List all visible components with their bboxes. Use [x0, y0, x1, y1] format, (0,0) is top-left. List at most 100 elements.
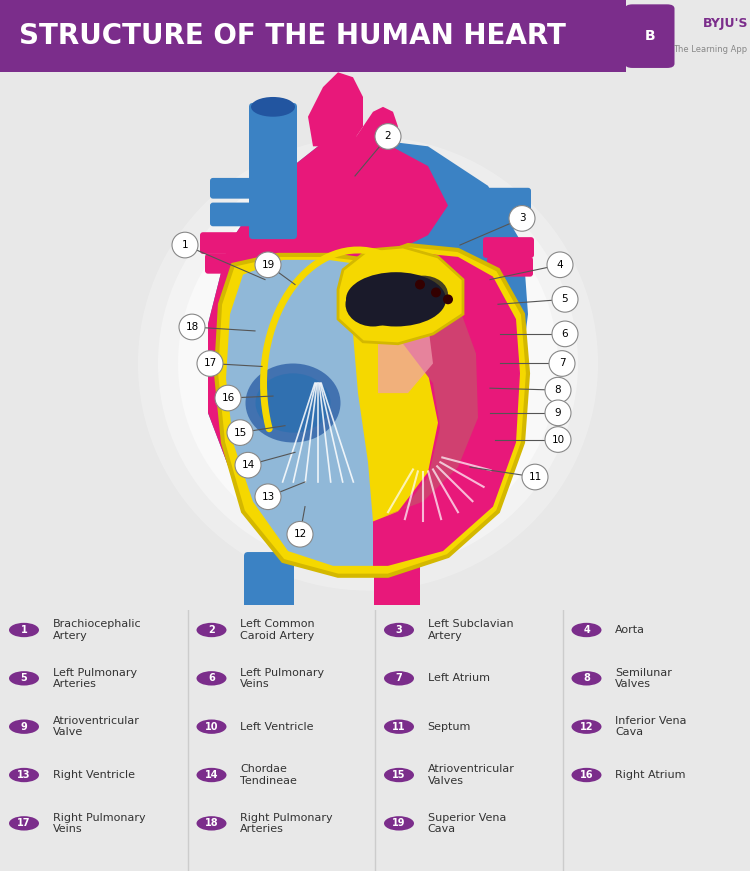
Text: Atrioventricular
Valve: Atrioventricular Valve: [53, 716, 140, 738]
Text: 6: 6: [209, 673, 215, 684]
Polygon shape: [308, 72, 363, 146]
Text: 19: 19: [392, 819, 406, 828]
Text: 6: 6: [562, 329, 568, 339]
Ellipse shape: [346, 273, 446, 327]
Circle shape: [287, 522, 313, 547]
Text: 9: 9: [555, 408, 561, 418]
Ellipse shape: [196, 719, 226, 734]
Text: 10: 10: [205, 722, 218, 732]
Text: 18: 18: [185, 322, 199, 332]
Ellipse shape: [384, 719, 414, 734]
FancyBboxPatch shape: [210, 203, 261, 226]
Circle shape: [549, 351, 575, 376]
Circle shape: [509, 206, 535, 231]
FancyBboxPatch shape: [205, 254, 246, 273]
Circle shape: [431, 287, 441, 297]
Text: 16: 16: [580, 770, 593, 780]
Polygon shape: [338, 247, 463, 344]
Ellipse shape: [572, 672, 602, 685]
Ellipse shape: [196, 672, 226, 685]
Polygon shape: [353, 107, 398, 146]
Text: 5: 5: [562, 294, 568, 304]
Polygon shape: [208, 137, 528, 576]
Ellipse shape: [256, 374, 331, 433]
Text: Left Pulmonary
Arteries: Left Pulmonary Arteries: [53, 667, 136, 689]
Text: BYJU'S: BYJU'S: [703, 17, 748, 30]
Text: 4: 4: [556, 260, 563, 270]
Text: Left Pulmonary
Veins: Left Pulmonary Veins: [240, 667, 324, 689]
Text: 14: 14: [242, 460, 254, 470]
FancyBboxPatch shape: [249, 103, 297, 240]
Ellipse shape: [9, 816, 39, 831]
Circle shape: [545, 377, 571, 403]
Circle shape: [552, 287, 578, 312]
Ellipse shape: [572, 719, 602, 734]
Ellipse shape: [158, 156, 578, 571]
Text: 12: 12: [293, 530, 307, 539]
Circle shape: [215, 385, 241, 411]
Ellipse shape: [178, 176, 558, 551]
FancyBboxPatch shape: [374, 557, 420, 625]
Circle shape: [522, 464, 548, 490]
Text: 3: 3: [396, 625, 402, 635]
Circle shape: [545, 427, 571, 452]
Circle shape: [255, 484, 281, 510]
Text: 2: 2: [209, 625, 215, 635]
Text: Right Ventricle: Right Ventricle: [53, 770, 134, 780]
Text: Right Atrium: Right Atrium: [615, 770, 686, 780]
Text: 8: 8: [555, 385, 561, 395]
Ellipse shape: [245, 363, 340, 442]
Ellipse shape: [9, 768, 39, 782]
Ellipse shape: [9, 623, 39, 638]
Text: 19: 19: [261, 260, 274, 270]
Text: 13: 13: [261, 492, 274, 502]
Text: 2: 2: [385, 132, 392, 141]
Text: Atrioventricular
Valves: Atrioventricular Valves: [427, 764, 514, 786]
Circle shape: [197, 351, 223, 376]
Ellipse shape: [384, 672, 414, 685]
Ellipse shape: [346, 282, 400, 327]
Circle shape: [235, 452, 261, 478]
FancyBboxPatch shape: [480, 207, 531, 229]
FancyBboxPatch shape: [625, 4, 674, 68]
Ellipse shape: [384, 623, 414, 638]
Ellipse shape: [9, 672, 39, 685]
Circle shape: [375, 124, 401, 149]
Text: 17: 17: [203, 359, 217, 368]
Text: 18: 18: [205, 819, 218, 828]
Polygon shape: [373, 252, 520, 566]
Polygon shape: [208, 137, 448, 571]
Text: Semilunar
Valves: Semilunar Valves: [615, 667, 672, 689]
Ellipse shape: [572, 768, 602, 782]
Polygon shape: [378, 289, 433, 393]
Text: 16: 16: [221, 393, 235, 403]
Ellipse shape: [138, 137, 598, 591]
Ellipse shape: [9, 719, 39, 734]
Circle shape: [179, 314, 205, 340]
Text: Brachiocephalic
Artery: Brachiocephalic Artery: [53, 619, 141, 641]
Ellipse shape: [251, 97, 295, 117]
Text: Right Pulmonary
Arteries: Right Pulmonary Arteries: [240, 813, 333, 834]
Circle shape: [227, 420, 253, 445]
Text: STRUCTURE OF THE HUMAN HEART: STRUCTURE OF THE HUMAN HEART: [19, 22, 566, 51]
FancyBboxPatch shape: [210, 178, 254, 199]
Text: Aorta: Aorta: [615, 625, 645, 635]
Text: 1: 1: [21, 625, 27, 635]
Ellipse shape: [196, 623, 226, 638]
Ellipse shape: [384, 768, 414, 782]
FancyBboxPatch shape: [475, 188, 531, 212]
Ellipse shape: [196, 816, 226, 831]
Polygon shape: [216, 245, 528, 576]
Text: 11: 11: [528, 472, 542, 482]
Circle shape: [545, 400, 571, 426]
Text: B: B: [644, 29, 655, 44]
Ellipse shape: [349, 274, 443, 324]
Text: The Learning App: The Learning App: [674, 44, 748, 54]
Text: 1: 1: [182, 240, 188, 250]
Polygon shape: [376, 270, 478, 517]
Circle shape: [552, 321, 578, 347]
Text: Inferior Vena
Cava: Inferior Vena Cava: [615, 716, 686, 738]
Text: 14: 14: [205, 770, 218, 780]
Text: Superior Vena
Cava: Superior Vena Cava: [427, 813, 506, 834]
Ellipse shape: [384, 816, 414, 831]
